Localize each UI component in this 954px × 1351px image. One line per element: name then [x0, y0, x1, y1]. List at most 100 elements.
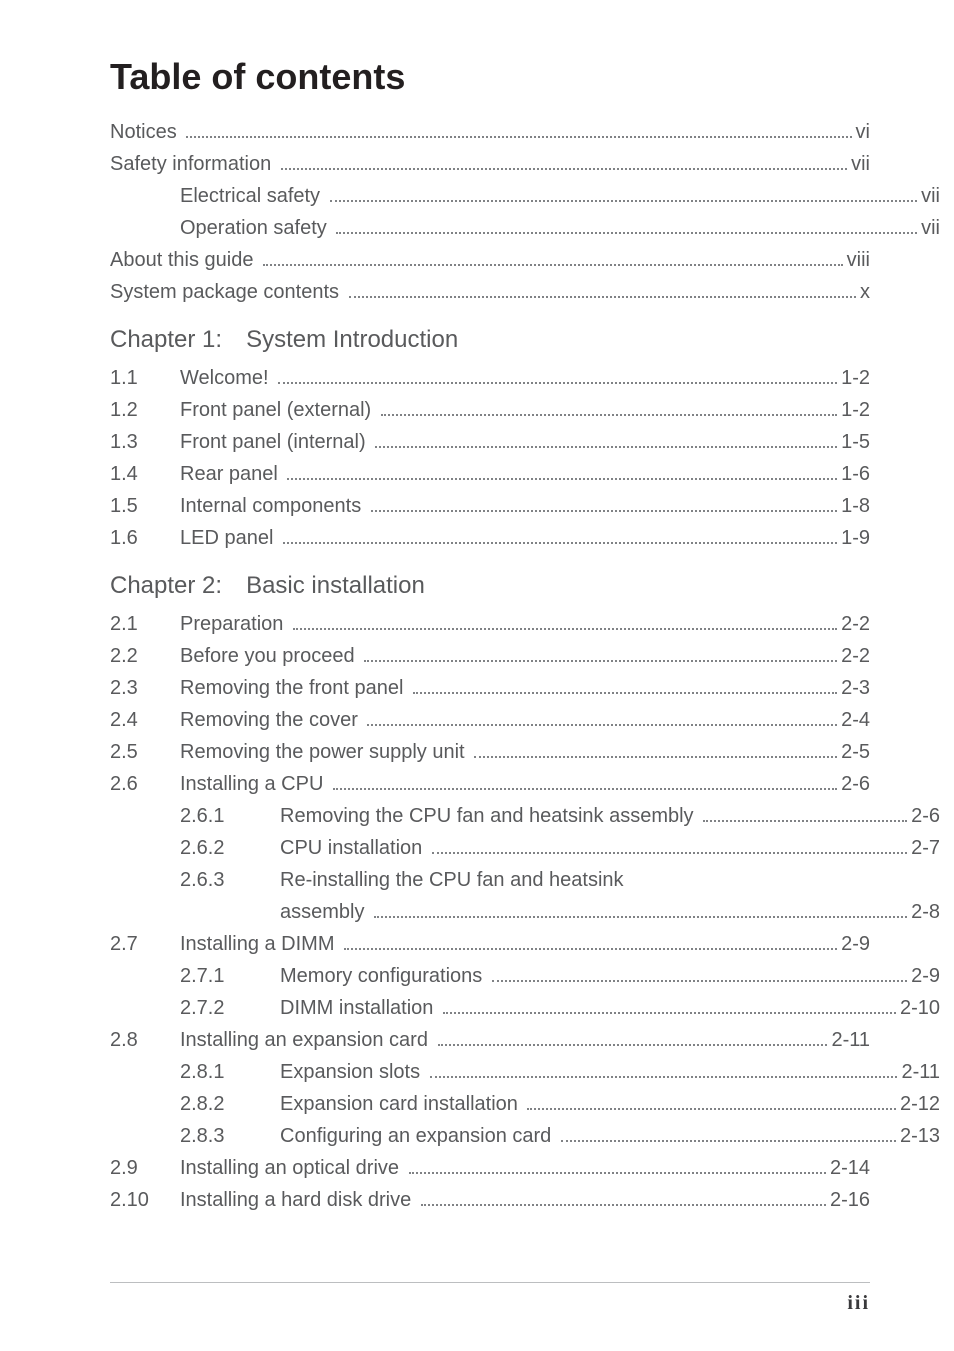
dot-leader: [333, 776, 837, 790]
toc-entry-page: x: [860, 282, 870, 302]
footer-page-number: iii: [847, 1292, 870, 1315]
toc-subentry-number: 2.7.2: [180, 998, 280, 1018]
toc-entry-label: Installing a CPU: [180, 774, 329, 794]
toc-entry-number: 2.6: [110, 774, 180, 794]
toc-entry-label: LED panel: [180, 528, 279, 548]
chapters-list: Chapter 1:System Introduction1.1Welcome!…: [110, 326, 870, 1210]
toc-subentry: 2.7.1Memory configurations 2-9: [110, 966, 940, 986]
toc-entry-page: 2-4: [841, 710, 870, 730]
toc-entry-page: 2-6: [841, 774, 870, 794]
toc-entry-page: vii: [921, 186, 940, 206]
toc-entry-number: 1.6: [110, 528, 180, 548]
toc-entry: 1.1Welcome! 1-2: [110, 368, 870, 388]
toc-subentry-number: 2.7.1: [180, 966, 280, 986]
toc-subentry: 2.8.1Expansion slots 2-11: [110, 1062, 940, 1082]
chapter-title: Basic installation: [246, 572, 425, 599]
dot-leader: [344, 936, 837, 950]
toc-entry-page: 1-6: [841, 464, 870, 484]
dot-leader: [371, 498, 837, 512]
toc-subentry-label: Expansion slots: [280, 1062, 426, 1082]
dot-leader: [186, 124, 851, 138]
dot-leader: [293, 616, 837, 630]
toc-entry: 1.2Front panel (external) 1-2: [110, 400, 870, 420]
toc-subentry-number: 2.8.3: [180, 1126, 280, 1146]
dot-leader: [287, 466, 837, 480]
dot-leader: [283, 530, 837, 544]
toc-entry-label: Installing an optical drive: [180, 1158, 405, 1178]
toc-entry: System package contents x: [110, 282, 870, 302]
chapter-prefix: Chapter 1:: [110, 326, 222, 353]
dot-leader: [263, 252, 843, 266]
toc-entry-number: 2.5: [110, 742, 180, 762]
toc-entry-page: 1-5: [841, 432, 870, 452]
toc-subentry: 2.8.2Expansion card installation 2-12: [110, 1094, 940, 1114]
dot-leader: [349, 284, 856, 298]
toc-entry-page: vi: [856, 122, 870, 142]
toc-entry: Safety information vii: [110, 154, 870, 174]
toc-entry-label: Electrical safety: [180, 186, 326, 206]
toc-entry-label: Safety information: [110, 154, 277, 174]
toc-entry-number: 1.3: [110, 432, 180, 452]
toc-entry-page: 2-3: [841, 678, 870, 698]
toc-subentry-page: 2-7: [911, 838, 940, 858]
dot-leader: [364, 648, 837, 662]
toc-subentry: 2.7.2DIMM installation 2-10: [110, 998, 940, 1018]
toc-entry-number: 2.9: [110, 1158, 180, 1178]
toc-subentry-label: Expansion card installation: [280, 1094, 523, 1114]
toc-entry-number: 1.5: [110, 496, 180, 516]
dot-leader: [703, 808, 907, 822]
toc-subentry-label: DIMM installation: [280, 998, 439, 1018]
toc-entry-label: Removing the power supply unit: [180, 742, 470, 762]
toc-entry-label: Internal components: [180, 496, 367, 516]
dot-leader: [336, 220, 917, 234]
dot-leader: [474, 744, 837, 758]
dot-leader: [278, 370, 837, 384]
toc-entry-number: 2.2: [110, 646, 180, 666]
dot-leader: [421, 1192, 826, 1206]
toc-subentry-label: Removing the CPU fan and heatsink assemb…: [280, 806, 699, 826]
toc-subentry-number: 2.8.1: [180, 1062, 280, 1082]
toc-entry-label: Installing a DIMM: [180, 934, 340, 954]
toc-entry: About this guide viii: [110, 250, 870, 270]
toc-subentry-label: Configuring an expansion card: [280, 1126, 557, 1146]
toc-entry: 2.10Installing a hard disk drive 2-16: [110, 1190, 870, 1210]
toc-subentry-label: Memory configurations: [280, 966, 488, 986]
dot-leader: [330, 188, 918, 202]
toc-entry-label: Removing the cover: [180, 710, 363, 730]
dot-leader: [374, 904, 907, 918]
dot-leader: [430, 1064, 898, 1078]
toc-entry-page: 1-8: [841, 496, 870, 516]
toc-entry: Electrical safety vii: [110, 186, 940, 206]
toc-entry-page: 1-9: [841, 528, 870, 548]
toc-entry: 2.1Preparation 2-2: [110, 614, 870, 634]
toc-entry-label: Welcome!: [180, 368, 274, 388]
toc-entry-page: 1-2: [841, 368, 870, 388]
chapter-heading: Chapter 2: Basic installation: [110, 572, 870, 600]
toc-entry-page: 1-2: [841, 400, 870, 420]
toc-entry-number: 2.4: [110, 710, 180, 730]
toc-entry-page: 2-14: [830, 1158, 870, 1178]
toc-subentry-label-cont: assembly: [280, 902, 370, 922]
toc-subentry-page: 2-10: [900, 998, 940, 1018]
dot-leader: [413, 680, 837, 694]
toc-subentry-number: 2.8.2: [180, 1094, 280, 1114]
toc-entry-label: Before you proceed: [180, 646, 360, 666]
toc-entry-label: Installing a hard disk drive: [180, 1190, 417, 1210]
dot-leader: [438, 1032, 828, 1046]
toc-entry-label: Notices: [110, 122, 182, 142]
toc-entry-label: Front panel (external): [180, 400, 377, 420]
toc-entry-page: 2-9: [841, 934, 870, 954]
toc-entry-label: Operation safety: [180, 218, 332, 238]
dot-leader: [367, 712, 837, 726]
toc-entry-number: 2.10: [110, 1190, 180, 1210]
chapter-prefix: Chapter 2:: [110, 572, 222, 599]
toc-entry-label: Preparation: [180, 614, 289, 634]
toc-entry: 2.3Removing the front panel 2-3: [110, 678, 870, 698]
toc-subentry-label: Re-installing the CPU fan and heatsink: [280, 870, 624, 890]
toc-entry-number: 2.7: [110, 934, 180, 954]
toc-subentry-number: 2.6.3: [180, 870, 280, 890]
toc-entry-number: 1.2: [110, 400, 180, 420]
toc-entry-number: 2.1: [110, 614, 180, 634]
toc-entry: 1.4Rear panel 1-6: [110, 464, 870, 484]
toc-entry: 2.5Removing the power supply unit 2-5: [110, 742, 870, 762]
